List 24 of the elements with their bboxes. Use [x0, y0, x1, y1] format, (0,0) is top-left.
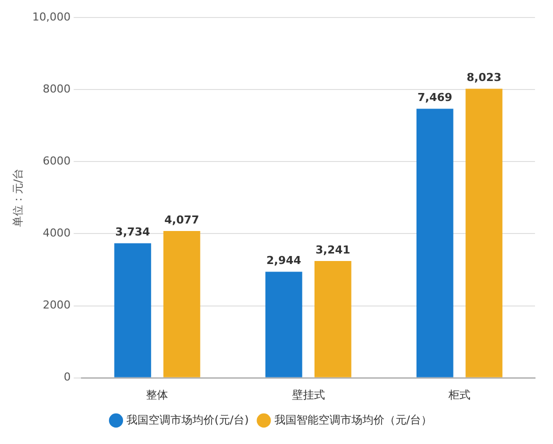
data-label: 4,077 [164, 213, 200, 226]
data-label: 3,734 [115, 226, 150, 239]
x-tick-label: 整体 [146, 388, 168, 402]
data-label: 2,944 [266, 254, 302, 268]
legend-label: 我国空调市场均价(元/台) [126, 413, 249, 426]
bar [163, 230, 200, 378]
y-tick-label: 6000 [42, 154, 71, 168]
y-tick-label: 2000 [42, 298, 71, 312]
y-tick-label: 4000 [42, 226, 71, 240]
y-tick-label: 8000 [42, 82, 71, 96]
x-tick-label: 柜式 [447, 388, 470, 402]
data-label: 7,469 [417, 91, 452, 104]
bar [114, 243, 152, 378]
x-tick-label: 壁挂式 [292, 388, 325, 402]
y-axis-title: 单位：元/台 [11, 168, 24, 228]
y-tick-label: 10,000 [32, 10, 71, 24]
bar [314, 261, 352, 378]
bar [416, 108, 454, 378]
y-tick-label: 0 [64, 370, 71, 384]
data-label: 8,023 [466, 71, 502, 84]
data-label: 3,241 [316, 243, 350, 256]
legend-label: 我国智能空调市场均价（元/台） [274, 413, 432, 426]
bar [466, 88, 502, 378]
bar [265, 272, 302, 378]
